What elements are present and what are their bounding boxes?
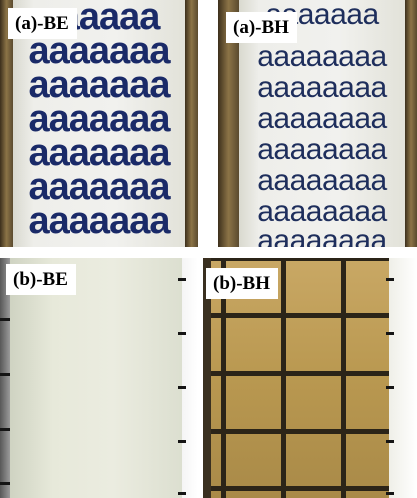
ruler-tick (386, 492, 394, 495)
grid-line (281, 258, 286, 498)
frame-right (405, 0, 417, 247)
panel-label: (b)-BH (206, 268, 278, 299)
ruler-tick (386, 440, 394, 443)
ruler-tick (0, 373, 10, 376)
letter-row: aaaaaaaa (257, 195, 387, 228)
letter-row: aaaaaaa (28, 98, 171, 140)
grid-line (211, 371, 389, 376)
panel-a-be: aaaaaa aaaaaaa aaaaaaa aaaaaaa aaaaaaa a… (0, 0, 198, 247)
letter-row: aaaaaaaa (257, 133, 387, 166)
letter-sheet: aaaaaa aaaaaaa aaaaaaa aaaaaaa aaaaaaa a… (13, 0, 185, 247)
letter-row: aaaaaaaa (257, 40, 387, 73)
letter-row: aaaaaaaa (257, 164, 387, 197)
frame-left (203, 258, 211, 498)
grid-line (341, 258, 346, 498)
panel-label: (a)-BE (8, 8, 77, 39)
ruler-tick (178, 440, 186, 443)
grid-line (211, 429, 389, 434)
frame-right (185, 0, 198, 247)
letter-row: aaaaaaaa (257, 224, 387, 247)
ruler-tick (0, 428, 10, 431)
frame-right (389, 258, 417, 498)
panel-label: (b)-BE (6, 264, 76, 295)
film-opaque (10, 258, 182, 498)
ruler-strip-left (0, 258, 10, 498)
letter-row: aaaaaaa (28, 132, 171, 174)
ruler-tick (0, 318, 10, 321)
ruler-tick (0, 482, 10, 485)
ruler-tick (178, 278, 186, 281)
ruler-tick (178, 386, 186, 389)
ruler-tick (386, 386, 394, 389)
panel-b-be (0, 258, 198, 498)
frame-left (0, 0, 13, 247)
ruler-tick (178, 332, 186, 335)
letter-row: aaaaaaaa (257, 102, 387, 135)
panel-label: (a)-BH (226, 12, 297, 43)
letter-row: aaaaaaa (28, 64, 171, 106)
grid-line (211, 258, 389, 261)
frame-left (218, 0, 239, 247)
ruler-tick (386, 332, 394, 335)
letter-row: aaaaaaa (28, 166, 171, 208)
grid-line (221, 258, 226, 498)
grid-line (211, 486, 389, 491)
letter-row: aaaaaaaa (257, 71, 387, 104)
grid-line (211, 313, 389, 318)
ruler-tick (386, 278, 394, 281)
ruler-tick (178, 492, 186, 495)
ruler-strip-right (182, 258, 198, 498)
letter-row: aaaaaaa (28, 200, 171, 242)
